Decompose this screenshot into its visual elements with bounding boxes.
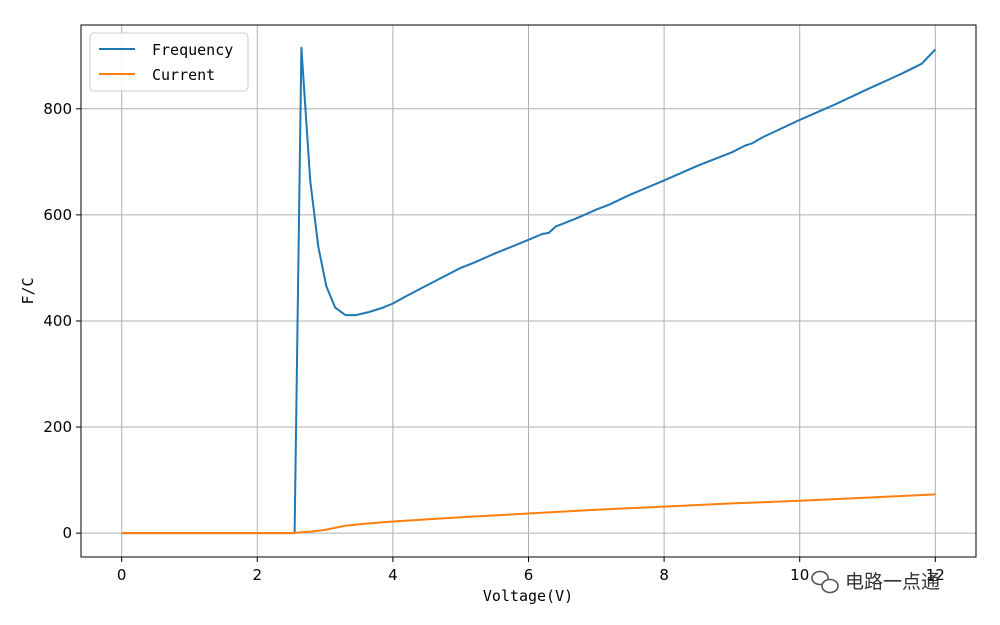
- grid-lines: [81, 25, 976, 557]
- y-tick-label: 800: [43, 100, 72, 118]
- axis-ticks: 0 2 4 6 8 10 12 0 200 400 600 800: [43, 100, 945, 584]
- x-tick-label: 10: [790, 566, 809, 584]
- wechat-icon: [811, 570, 839, 594]
- x-tick-label: 4: [388, 566, 398, 584]
- x-tick-label: 2: [253, 566, 263, 584]
- legend-label-frequency: Frequency: [152, 41, 233, 59]
- y-tick-label: 200: [43, 418, 72, 436]
- legend-label-current: Current: [152, 66, 215, 84]
- watermark-text: 电路一点通: [845, 571, 940, 593]
- legend-box: [89, 32, 249, 92]
- series-line-current: [121, 493, 936, 535]
- y-tick-label: 0: [62, 524, 72, 542]
- x-tick-label: 6: [524, 566, 534, 584]
- watermark: 电路一点通: [811, 570, 940, 594]
- x-tick-label: 12: [926, 566, 945, 584]
- y-axis-label: F/C: [19, 277, 37, 304]
- x-tick-label: 8: [659, 566, 669, 584]
- legend: Frequency Current: [89, 32, 249, 92]
- series-line-frequency: [121, 46, 937, 535]
- x-axis-label: Voltage(V): [483, 587, 573, 605]
- y-tick-label: 400: [43, 312, 72, 330]
- y-tick-label: 600: [43, 206, 72, 224]
- series-layer: [121, 46, 937, 535]
- x-tick-label: 0: [117, 566, 127, 584]
